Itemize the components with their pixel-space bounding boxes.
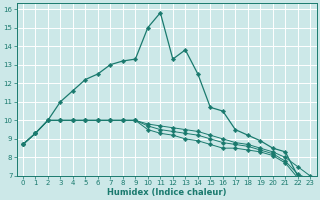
X-axis label: Humidex (Indice chaleur): Humidex (Indice chaleur) xyxy=(107,188,226,197)
